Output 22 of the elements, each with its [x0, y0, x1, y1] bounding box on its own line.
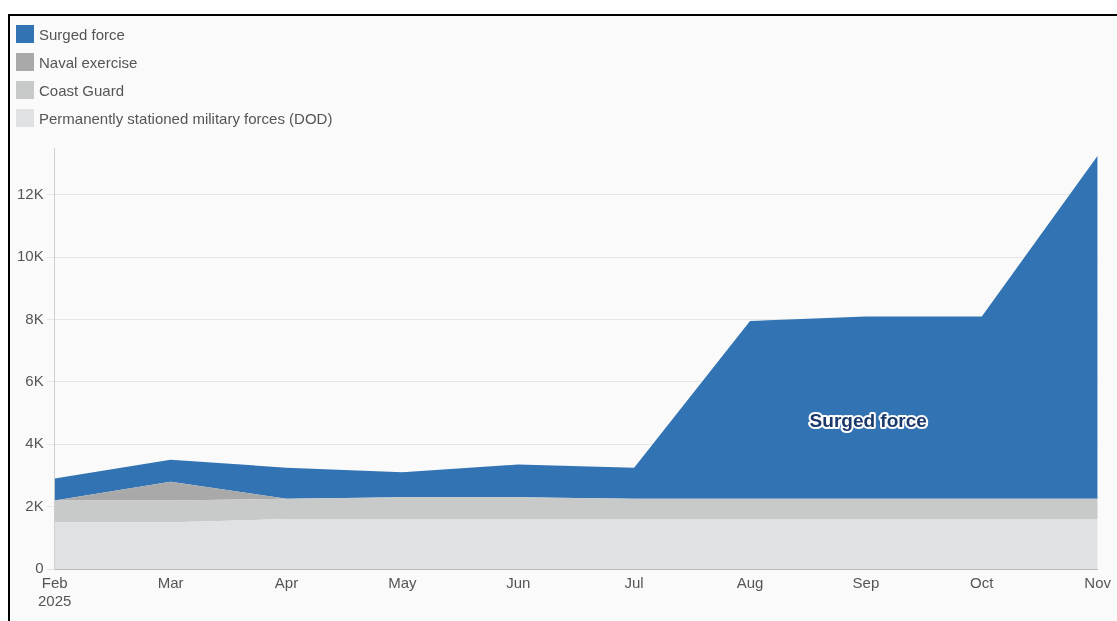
y-tick-label: 10K	[16, 247, 44, 265]
y-tick-label: 8K	[25, 309, 44, 327]
legend-label: Permanently stationed military forces (DOD)	[39, 109, 333, 127]
legend-label: Surged force	[39, 25, 125, 43]
x-tick-label: Jun	[506, 574, 531, 592]
x-tick-label: May	[388, 574, 418, 592]
x-tick-label: Sep	[852, 574, 880, 592]
y-tick-label: 2K	[25, 496, 44, 514]
y-tick-label: 4K	[25, 434, 44, 452]
legend-label: Naval exercise	[39, 53, 138, 71]
legend-label: Coast Guard	[39, 81, 125, 99]
x-tick-label: Apr	[274, 574, 299, 592]
y-tick-label: 6K	[25, 372, 44, 390]
x-tick-label: Nov	[1084, 574, 1112, 592]
x-tick-label: Aug	[736, 574, 764, 592]
y-tick-label: 0	[35, 559, 44, 577]
annotation: Surged force	[809, 409, 927, 431]
y-tick-label: 12K	[16, 184, 44, 202]
x-tick-label: Mar	[157, 574, 184, 592]
x-tick-label: Feb 2025	[38, 574, 72, 610]
x-tick-label: Jul	[624, 574, 644, 592]
x-tick-label: Oct	[970, 574, 995, 592]
